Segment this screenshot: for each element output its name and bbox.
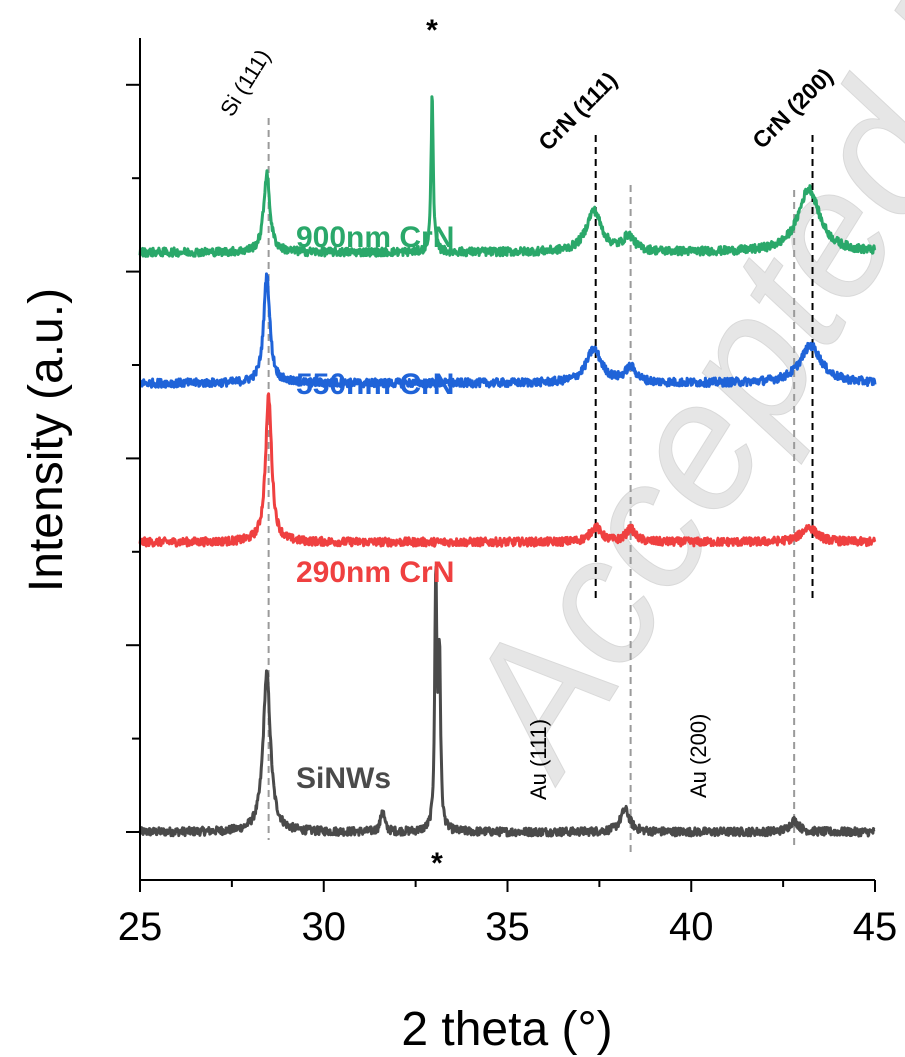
watermark-text: Accepted Manuscript [418,0,905,808]
x-tick-label: 35 [485,905,530,949]
asterisk-bottom: * [431,847,443,880]
series-line [138,392,877,548]
axis-ticks: 25 30 35 40 45 [118,83,898,949]
data-curves [138,95,877,838]
peak-label-au200: Au (200) [686,714,711,798]
asterisk-top: * [426,14,438,47]
series-line [139,272,877,389]
x-axis-title: 2 theta (°) [401,1003,612,1056]
peak-label-au111: Au (111) [526,719,551,800]
series-label-900nm: 900nm CrN [296,221,454,254]
series-line [138,565,876,838]
x-tick-label: 25 [118,905,163,949]
y-axis-title: Intensity (a.u.) [20,288,73,592]
x-tick-label: 40 [669,905,714,949]
peak-label-si111: Si (111) [215,45,275,121]
series-label-550nm: 550nm CrN [296,368,454,401]
series-label-290nm: 290nm CrN [296,556,454,589]
x-tick-label: 45 [853,905,898,949]
series-label-sinws: SiNWs [296,762,391,795]
x-tick-label: 30 [302,905,347,949]
series-line [138,95,877,258]
peak-label-crn111: CrN (111) [533,67,622,156]
